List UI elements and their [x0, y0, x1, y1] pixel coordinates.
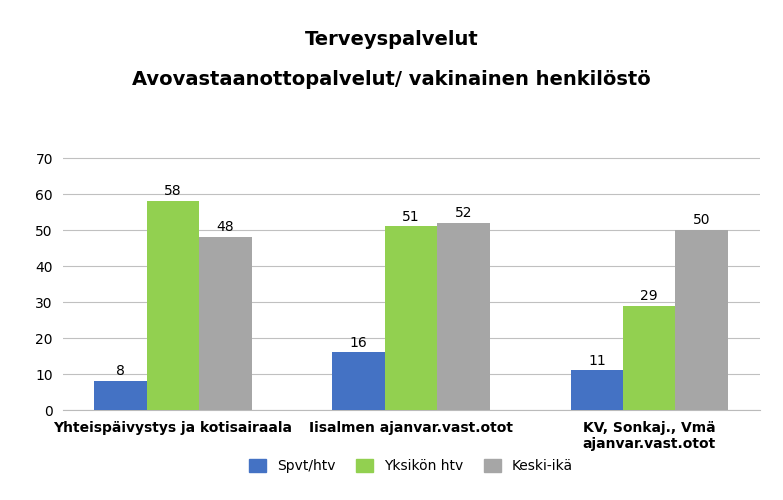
Text: Avovastaanottopalvelut/ vakinainen henkilöstö: Avovastaanottopalvelut/ vakinainen henki…: [132, 70, 651, 89]
Text: Terveyspalvelut: Terveyspalvelut: [305, 30, 478, 49]
Bar: [571, 370, 623, 410]
Bar: [385, 226, 437, 410]
Bar: [437, 223, 489, 410]
Bar: [146, 201, 199, 410]
Text: 11: 11: [588, 354, 606, 368]
Text: 51: 51: [402, 210, 420, 224]
Text: 8: 8: [116, 364, 125, 378]
Legend: Spvt/htv, Yksikön htv, Keski-ikä: Spvt/htv, Yksikön htv, Keski-ikä: [244, 454, 579, 478]
Bar: [199, 237, 251, 410]
Text: 29: 29: [640, 288, 658, 302]
Bar: [333, 352, 385, 410]
Bar: [676, 230, 728, 410]
Text: 16: 16: [350, 336, 367, 349]
Text: 58: 58: [164, 184, 182, 198]
Text: 52: 52: [455, 206, 472, 220]
Bar: [94, 381, 146, 410]
Text: 50: 50: [693, 213, 710, 227]
Text: 48: 48: [216, 220, 234, 234]
Bar: [623, 306, 676, 410]
